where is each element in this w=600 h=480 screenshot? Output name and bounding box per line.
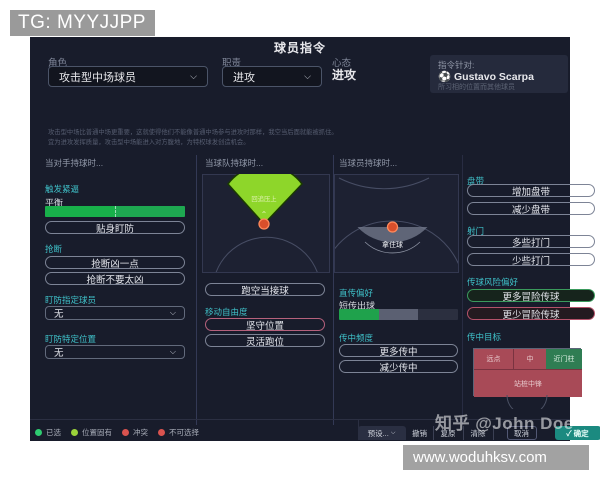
svg-text:回追压上: 回追压上 bbox=[251, 194, 276, 203]
svg-text:拿住球: 拿住球 bbox=[382, 240, 403, 249]
svg-text:⌃: ⌃ bbox=[261, 210, 268, 219]
